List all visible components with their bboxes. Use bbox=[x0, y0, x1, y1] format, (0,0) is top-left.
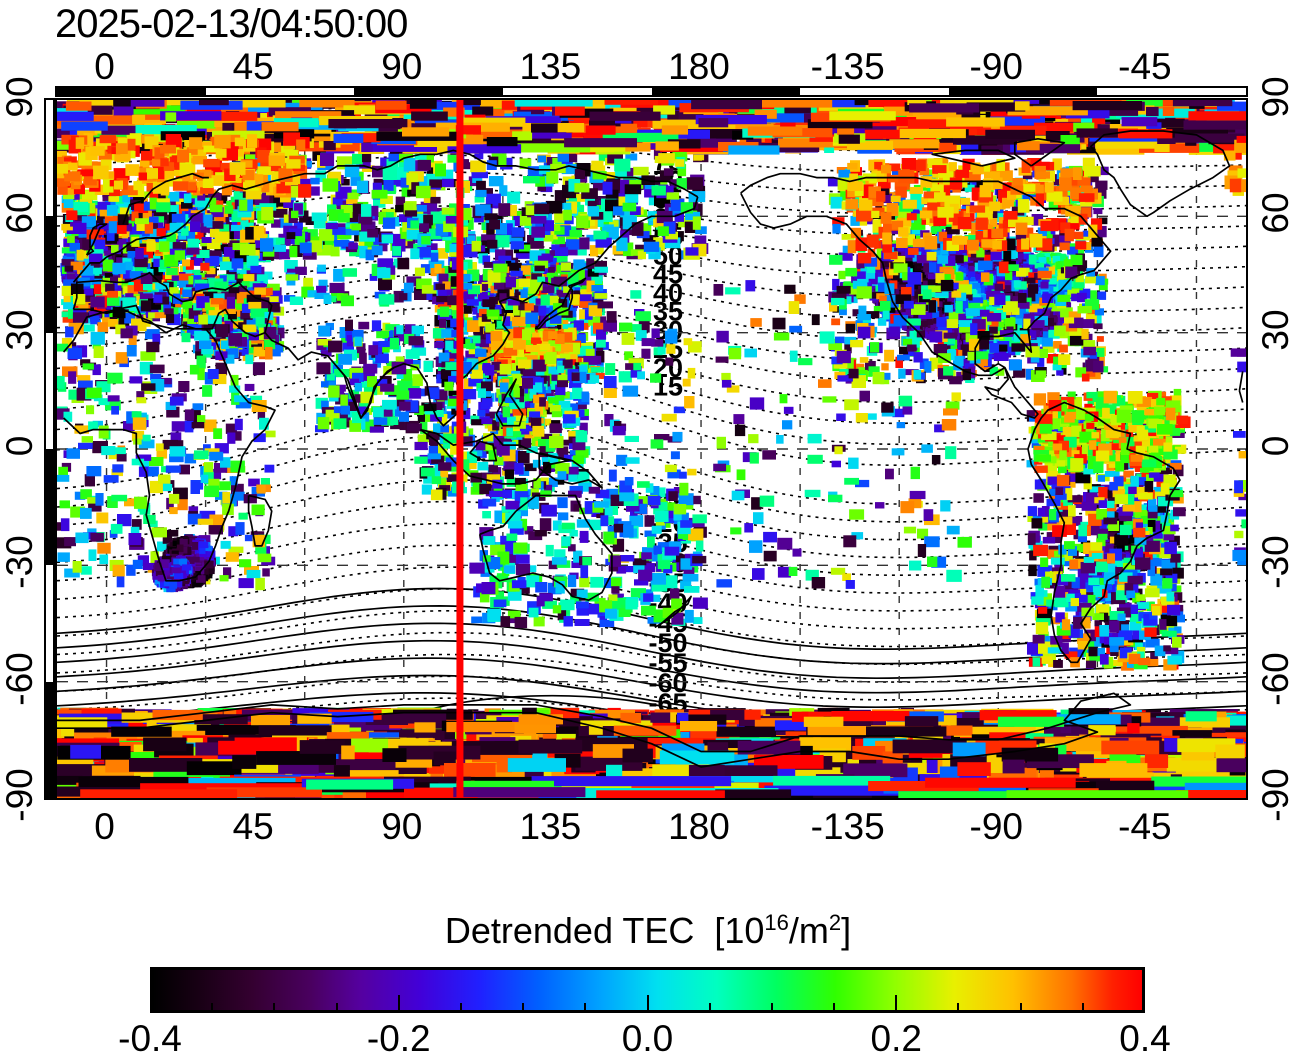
ruler-segment bbox=[652, 88, 801, 95]
ruler-segment bbox=[949, 88, 1098, 95]
ruler-segment bbox=[354, 88, 503, 95]
page-title: 2025-02-13/04:50:00 bbox=[55, 2, 407, 47]
ruler-segment bbox=[46, 682, 53, 798]
ruler-segment bbox=[57, 88, 206, 95]
ruler-segment bbox=[46, 449, 53, 565]
world-map-svg: 8075706560555045403530252015-15-20-25-30… bbox=[57, 100, 1246, 798]
axis-ruler-left bbox=[44, 98, 55, 800]
tec-map-plot[interactable]: 8075706560555045403530252015-15-20-25-30… bbox=[55, 98, 1248, 800]
ruler-segment bbox=[46, 216, 53, 332]
